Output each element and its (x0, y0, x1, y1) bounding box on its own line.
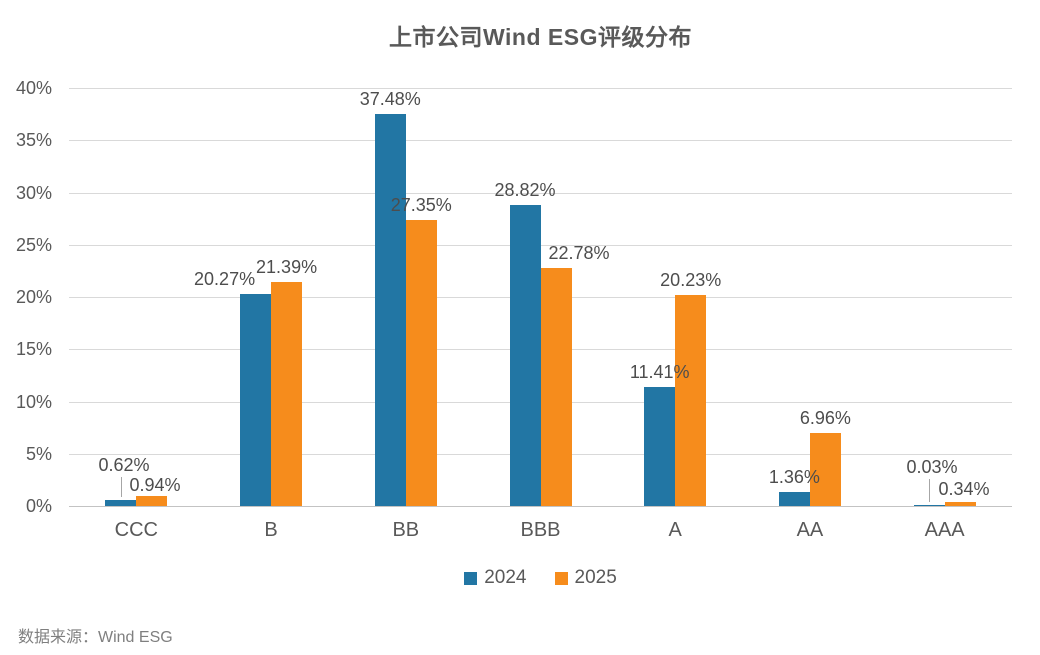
bar-2025-B (271, 282, 303, 506)
y-axis-tick-35%: 35% (15, 130, 52, 151)
legend-swatch-2025 (554, 571, 568, 585)
bar-2025-A (675, 294, 707, 506)
legend: 2024 2025 (69, 567, 1012, 589)
gridline-35% (69, 140, 1012, 142)
data-label-2025-AAA: 0.34% (938, 479, 990, 499)
y-axis-tick-20%: 20% (15, 287, 52, 307)
data-label-2025-B: 21.39% (256, 257, 318, 278)
bar-2024-BBB (509, 204, 541, 506)
legend-swatch-2024 (464, 571, 478, 585)
x-axis-label-B: B (264, 519, 278, 541)
bar-2024-B (240, 294, 272, 506)
bar-2024-AAA (913, 505, 945, 506)
y-axis-tick-5%: 5% (25, 443, 52, 464)
legend-label-2024: 2024 (484, 567, 527, 588)
x-axis-label-BBB: BBB (520, 519, 561, 541)
data-label-2025-BB: 27.35% (390, 195, 452, 216)
data-label-2025-A: 20.23% (660, 269, 722, 290)
label-leader-line-AAA (929, 479, 931, 502)
bar-2025-AA (809, 433, 841, 506)
legend-item-2025: 2025 (554, 567, 617, 589)
bar-2025-AAA (944, 502, 976, 506)
x-axis-label-CCC: CCC (114, 519, 159, 541)
bar-2024-AA (778, 491, 810, 506)
y-axis-tick-15%: 15% (15, 339, 52, 360)
data-label-2024-BBB: 28.82% (494, 179, 556, 200)
legend-item-2024: 2024 (464, 567, 527, 589)
x-axis-label-AA: AA (796, 519, 824, 541)
data-label-2025-CCC: 0.94% (129, 475, 181, 495)
gridline-40% (69, 88, 1012, 89)
data-label-2024-AAA: 0.03% (906, 457, 958, 477)
data-source-note: 数据来源：Wind ESG (18, 629, 173, 646)
data-label-2024-BB: 37.48% (359, 89, 421, 110)
bar-2024-A (644, 386, 676, 506)
bar-2024-CCC (105, 499, 137, 506)
gridline-0% (69, 506, 1012, 507)
data-label-2024-A: 11.41% (629, 361, 690, 382)
label-leader-line-CCC (120, 477, 122, 497)
gridline-25% (69, 244, 1012, 246)
x-axis-label-AAA: AAA (924, 519, 965, 541)
y-axis-tick-30%: 30% (15, 182, 52, 203)
data-label-2024-B: 20.27% (194, 269, 256, 290)
data-label-2024-CCC: 0.62% (98, 455, 150, 475)
bar-2024-BB (374, 114, 406, 506)
y-axis-tick-25%: 25% (15, 234, 52, 255)
data-label-2025-BBB: 22.78% (548, 242, 610, 263)
gridline-30% (69, 192, 1012, 194)
bar-2025-CCC (136, 496, 168, 506)
chart-title: 上市公司Wind ESG评级分布 (389, 24, 692, 50)
x-axis-label-BB: BB (392, 519, 420, 541)
bar-2025-BBB (540, 267, 572, 506)
bar-2025-BB (405, 220, 437, 506)
y-axis-tick-40%: 40% (15, 78, 52, 98)
data-label-2025-AA: 6.96% (799, 408, 851, 429)
legend-label-2025: 2025 (574, 567, 617, 588)
y-axis-tick-10%: 10% (15, 391, 52, 412)
x-axis-label-A: A (668, 519, 682, 541)
data-label-2024-AA: 1.36% (768, 466, 820, 487)
y-axis-tick-0%: 0% (25, 496, 52, 516)
